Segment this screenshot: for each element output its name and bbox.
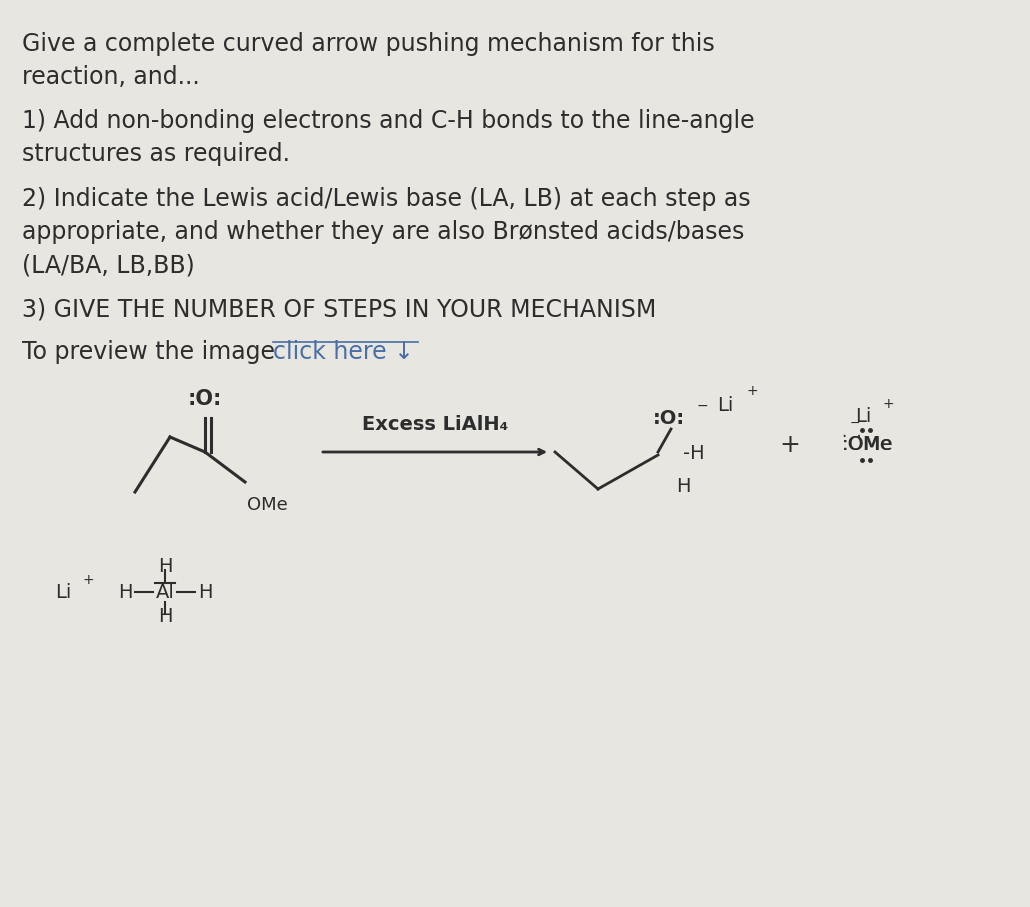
Text: structures as required.: structures as required. — [22, 142, 290, 166]
Text: 2) Indicate the Lewis acid/Lewis base (LA, LB) at each step as: 2) Indicate the Lewis acid/Lewis base (L… — [22, 187, 751, 211]
Text: +: + — [747, 384, 759, 398]
Text: −: − — [697, 399, 709, 413]
Text: OMe: OMe — [247, 496, 287, 514]
Text: H: H — [198, 582, 212, 601]
Text: reaction, and...: reaction, and... — [22, 65, 200, 89]
Text: Li: Li — [855, 407, 871, 426]
Text: appropriate, and whether they are also Brønsted acids/bases: appropriate, and whether they are also B… — [22, 220, 745, 244]
Text: H: H — [676, 477, 690, 496]
Text: :O:: :O: — [653, 409, 685, 428]
Text: +: + — [780, 433, 800, 457]
Text: Excess LiAlH₄: Excess LiAlH₄ — [362, 415, 508, 434]
Text: Li: Li — [55, 582, 71, 601]
Text: To preview the image: To preview the image — [22, 340, 282, 364]
Text: +: + — [883, 397, 895, 411]
Text: H: H — [158, 558, 172, 577]
Text: 1) Add non-bonding electrons and C-H bonds to the line-angle: 1) Add non-bonding electrons and C-H bon… — [22, 109, 755, 133]
Text: Al: Al — [156, 582, 174, 601]
Text: :OMe: :OMe — [842, 435, 893, 454]
Text: −: − — [850, 416, 860, 430]
Text: Li: Li — [717, 395, 733, 414]
Text: click here ↓: click here ↓ — [273, 340, 414, 364]
Text: H: H — [158, 608, 172, 627]
Text: +: + — [83, 573, 95, 587]
Text: Give a complete curved arrow pushing mechanism for this: Give a complete curved arrow pushing mec… — [22, 32, 715, 56]
Text: :O:: :O: — [187, 389, 222, 409]
Text: (LA/BA, LB,BB): (LA/BA, LB,BB) — [22, 253, 195, 277]
Text: -H: -H — [683, 444, 705, 463]
Text: H: H — [117, 582, 132, 601]
Text: :̇ȮMe: :̇ȮMe — [842, 435, 893, 454]
Text: 3) GIVE THE NUMBER OF STEPS IN YOUR MECHANISM: 3) GIVE THE NUMBER OF STEPS IN YOUR MECH… — [22, 297, 656, 321]
